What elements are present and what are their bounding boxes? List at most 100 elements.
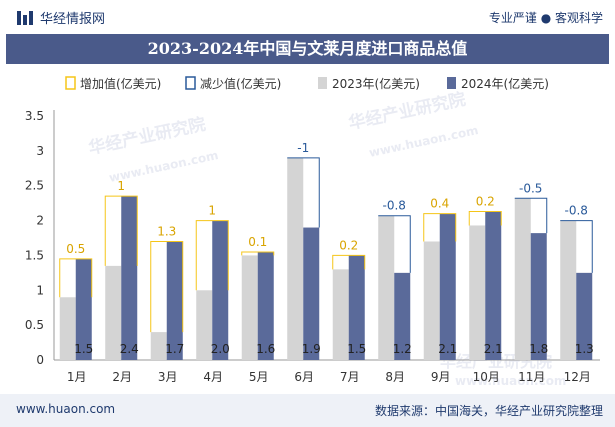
- decrease-bracket: [287, 157, 320, 228]
- decrease-bracket: [378, 215, 411, 273]
- increase-bracket: [423, 213, 457, 242]
- bar-value-label: 2.1: [484, 342, 503, 356]
- legend-label: 增加值(亿美元): [80, 76, 161, 91]
- brand-name: 华经情报网: [40, 12, 106, 27]
- bar-value-label: 1.2: [393, 342, 412, 356]
- footer-website: www.huaon.com: [16, 402, 116, 416]
- y-tick-label: 3: [36, 144, 44, 158]
- bar-2023: [423, 241, 440, 360]
- x-tick-label: 6月: [294, 370, 314, 384]
- x-tick-label: 12月: [564, 370, 591, 384]
- chart-title: 2023-2024年中国与文莱月度进口商品总值: [6, 34, 609, 64]
- tagline: 专业严谨 ● 客观科学: [488, 11, 603, 25]
- watermark-url: www.huaon.com: [368, 123, 480, 160]
- top-bar: 华经情报网 专业严谨 ● 客观科学: [0, 0, 615, 34]
- change-label: 1.3: [157, 224, 176, 238]
- watermark-text: 华经产业研究院: [347, 89, 468, 134]
- bar-2023: [196, 290, 213, 360]
- bar-2024: [303, 227, 320, 360]
- watermark-text: 华经产业研究院: [87, 114, 208, 159]
- bar-value-label: 1.5: [74, 342, 93, 356]
- y-tick-label: 1: [36, 283, 44, 297]
- bar-value-label: 1.8: [529, 342, 548, 356]
- x-tick-label: 1月: [67, 370, 87, 384]
- bar-2023: [514, 198, 531, 360]
- change-label: 0.4: [430, 197, 449, 211]
- change-label: 1: [117, 179, 125, 193]
- legend-label: 2024年(亿美元): [461, 76, 549, 91]
- bar-value-label: 1.6: [256, 342, 275, 356]
- footer: www.huaon.com 数据来源：中国海关，华经产业研究院整理: [0, 394, 615, 427]
- bar-2023: [105, 265, 122, 360]
- bar-2023: [469, 225, 486, 360]
- bar-2023: [59, 297, 76, 360]
- bar-2024: [576, 272, 593, 360]
- bar-2024: [257, 251, 274, 360]
- bar-2024: [530, 233, 547, 360]
- bar-value-label: 2.1: [438, 342, 457, 356]
- bar-value-label: 1.9: [302, 342, 321, 356]
- bar-value-label: 1.3: [575, 342, 594, 356]
- increase-bracket: [195, 220, 229, 291]
- bar-2024: [212, 220, 229, 360]
- change-label: 0.2: [339, 238, 358, 252]
- x-tick-label: 4月: [203, 370, 223, 384]
- legend-swatch-series: [318, 77, 327, 89]
- bar-2024: [485, 211, 502, 360]
- bar-2023: [241, 255, 258, 360]
- legend-swatch-increase: [65, 76, 76, 90]
- y-tick-label: 1.5: [25, 248, 44, 262]
- bar-2024: [439, 213, 456, 360]
- bar-2024: [75, 258, 92, 360]
- chart: 华经产业研究院华经产业研究院www.huaon.comwww.huaon.com…: [25, 76, 600, 388]
- bar-value-label: 2.4: [120, 342, 139, 356]
- increase-bracket: [468, 211, 502, 226]
- increase-bracket: [332, 254, 366, 270]
- bar-value-label: 1.5: [347, 342, 366, 356]
- bar-2023: [332, 269, 349, 360]
- bar-value-label: 1.7: [165, 342, 184, 356]
- brand-logo-icon: [17, 10, 33, 25]
- change-label: -0.5: [519, 181, 542, 195]
- legend-swatch-decrease: [185, 76, 196, 90]
- bar-2023: [150, 332, 167, 360]
- bar-2024: [348, 255, 365, 360]
- x-tick-label: 9月: [431, 370, 451, 384]
- y-tick-label: 0: [36, 353, 44, 367]
- x-tick-label: 10月: [473, 370, 500, 384]
- legend-label: 2023年(亿美元): [332, 76, 420, 91]
- change-label: 0.5: [66, 242, 85, 256]
- bar-2023: [287, 157, 304, 360]
- change-label: -1: [297, 141, 309, 155]
- change-label: 1: [208, 204, 216, 218]
- change-label: -0.8: [565, 204, 588, 218]
- y-tick-label: 2: [36, 214, 44, 228]
- decrease-bracket: [560, 220, 593, 273]
- bar-2024: [121, 196, 138, 360]
- x-tick-label: 3月: [158, 370, 178, 384]
- decrease-bracket: [514, 197, 548, 234]
- x-tick-label: 11月: [518, 370, 545, 384]
- y-tick-label: 3.5: [25, 109, 44, 123]
- watermark-url: www.huaon.com: [455, 374, 566, 388]
- bar-value-label: 2.0: [211, 342, 230, 356]
- x-tick-label: 7月: [340, 370, 360, 384]
- increase-bracket: [150, 240, 184, 333]
- increase-bracket: [104, 195, 138, 266]
- increase-bracket: [59, 258, 93, 298]
- brand: 华经情报网: [16, 8, 105, 27]
- bar-2024: [394, 272, 411, 360]
- change-label: 0.2: [476, 195, 495, 209]
- increase-bracket: [241, 251, 275, 256]
- change-label: 0.1: [248, 235, 267, 249]
- legend-label: 减少值(亿美元): [200, 76, 281, 91]
- x-tick-label: 5月: [249, 370, 269, 384]
- bar-2023: [378, 215, 395, 360]
- legend-swatch-series: [447, 77, 456, 89]
- x-tick-label: 8月: [385, 370, 405, 384]
- bar-2024: [166, 241, 183, 360]
- change-label: -0.8: [383, 199, 406, 213]
- bar-2023: [560, 220, 577, 360]
- y-tick-label: 2.5: [25, 179, 44, 193]
- x-tick-label: 2月: [112, 370, 132, 384]
